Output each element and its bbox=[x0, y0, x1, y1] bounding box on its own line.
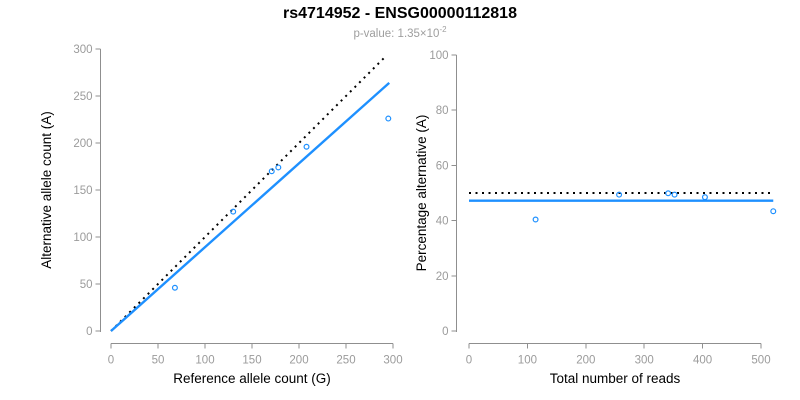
x-axis-title: Total number of reads bbox=[550, 371, 681, 386]
left-chart: 0 50 100 150 200 250 300 0 50 100 150 200 250 300 Refe… bbox=[39, 44, 403, 386]
y-axis-tick-label: 80 bbox=[436, 105, 449, 117]
y-axis-tick-label: 100 bbox=[73, 232, 92, 244]
x-axis-tick-label: 300 bbox=[383, 355, 402, 367]
y-axis-tick-label: 100 bbox=[429, 50, 448, 62]
y-axis-tick-label: 20 bbox=[436, 271, 449, 283]
x-axis-tick-label: 100 bbox=[518, 355, 537, 367]
data-point bbox=[701, 194, 708, 201]
y-axis-tick-label: 250 bbox=[73, 91, 92, 103]
y-axis-tick-label: 40 bbox=[436, 216, 449, 228]
right-chart-points bbox=[532, 190, 777, 223]
data-point bbox=[616, 191, 623, 198]
data-point bbox=[230, 208, 237, 215]
data-point bbox=[385, 115, 392, 122]
x-axis-tick-label: 0 bbox=[466, 355, 472, 367]
fit-line bbox=[110, 81, 391, 332]
y-axis-tick-label: 150 bbox=[73, 185, 92, 197]
right-chart: 0 20 40 60 80 100 0 100 200 300 400 500 Total number… bbox=[414, 50, 777, 386]
pvalue-text: p-value: 1.35×10 bbox=[353, 27, 440, 40]
left-chart-axes bbox=[95, 48, 394, 349]
left-chart-points bbox=[171, 115, 392, 291]
plot-subtitle: p-value: 1.35×10-2 bbox=[0, 25, 800, 40]
y-axis-tick-label: 0 bbox=[86, 326, 92, 338]
x-axis-tick-label: 100 bbox=[195, 355, 214, 367]
y-axis-title: Alternative allele count (A) bbox=[39, 111, 54, 269]
data-point bbox=[171, 284, 178, 291]
data-point bbox=[671, 191, 678, 198]
x-axis-tick-label: 250 bbox=[336, 355, 355, 367]
x-axis-title: Reference allele count (G) bbox=[173, 371, 331, 386]
data-point bbox=[303, 143, 310, 150]
y-axis-tick-label: 200 bbox=[73, 138, 92, 150]
data-point bbox=[770, 208, 777, 215]
y-axis-tick-label: 300 bbox=[73, 44, 92, 56]
y-axis-tick-label: 0 bbox=[442, 326, 448, 338]
identity-line bbox=[110, 54, 388, 332]
plot-title: rs4714952 - ENSG00000112818 bbox=[283, 5, 517, 22]
y-axis-tick-label: 60 bbox=[436, 160, 449, 172]
x-axis-tick-label: 500 bbox=[751, 355, 770, 367]
data-point bbox=[665, 190, 672, 197]
pvalue-exponent: -2 bbox=[439, 25, 447, 34]
x-axis-tick-label: 50 bbox=[152, 355, 165, 367]
y-axis-tick-label: 50 bbox=[80, 279, 93, 291]
data-point bbox=[268, 168, 275, 175]
x-axis-tick-label: 0 bbox=[108, 355, 114, 367]
right-chart-axes bbox=[451, 54, 762, 349]
y-axis-title: Percentage alternative (A) bbox=[414, 115, 429, 272]
x-axis-tick-label: 400 bbox=[693, 355, 712, 367]
x-axis-tick-label: 200 bbox=[576, 355, 595, 367]
data-point bbox=[532, 216, 539, 223]
data-point bbox=[275, 164, 282, 171]
x-axis-tick-label: 200 bbox=[289, 355, 308, 367]
x-axis-tick-label: 150 bbox=[242, 355, 261, 367]
x-axis-tick-label: 300 bbox=[635, 355, 654, 367]
